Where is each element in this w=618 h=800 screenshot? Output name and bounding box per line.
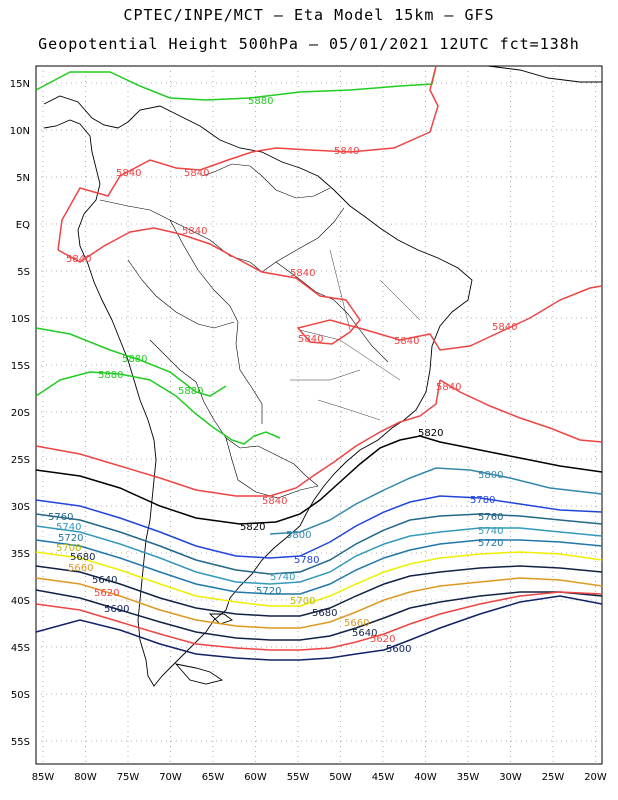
lat-label: 15N	[10, 79, 30, 90]
label-5760-pacific: 5760	[48, 512, 73, 523]
coastline	[43, 65, 602, 687]
height-contours	[35, 65, 603, 661]
contour-5600	[35, 595, 603, 661]
lat-label: 15S	[11, 361, 30, 372]
label-5740-atlantic: 5740	[478, 526, 503, 537]
lon-label: 30W	[499, 772, 522, 783]
label-5700-argentina: 5700	[290, 596, 315, 607]
label-5620-pacific: 5620	[94, 588, 119, 599]
label-5880-bolivia: 5880	[178, 386, 203, 397]
map-title-line1: CPTEC/INPE/MCT – Eta Model 15km – GFS	[123, 6, 495, 24]
contour-5840-north	[57, 65, 439, 251]
label-5820-east: 5820	[418, 428, 443, 439]
label-5760-atlantic: 5760	[478, 512, 503, 523]
label-5600-atlantic: 5600	[386, 644, 411, 655]
label-5620-atlantic: 5620	[370, 634, 395, 645]
label-5880-chile: 5880	[98, 370, 123, 381]
lat-label: 5S	[17, 267, 30, 278]
state-borders	[290, 249, 421, 421]
label-5840-atlantic-north: 5840	[492, 322, 517, 333]
contour-5700	[35, 551, 603, 607]
label-5840-atlantic: 5840	[436, 382, 461, 393]
label-5840-caribbean: 5840	[334, 146, 359, 157]
country-borders	[99, 163, 389, 499]
lat-label: 25S	[11, 455, 30, 466]
lat-label: 50S	[11, 690, 30, 701]
label-5600-pacific: 5600	[104, 604, 129, 615]
contour-5840-atlantic	[439, 379, 603, 443]
lon-label: 70W	[159, 772, 182, 783]
label-5740-argentina: 5740	[270, 572, 295, 583]
contour-5680	[35, 565, 603, 617]
contour-5880-bolivia	[35, 371, 281, 445]
label-5840-pacific: 5840	[66, 254, 91, 265]
contour-5760	[35, 513, 603, 575]
label-5660-atlantic: 5660	[344, 618, 369, 629]
lon-label: 20W	[584, 772, 607, 783]
contour-5620	[35, 591, 603, 651]
contour-5660	[35, 577, 603, 629]
contour-5820	[35, 435, 603, 525]
lon-label: 25W	[542, 772, 565, 783]
label-5840-para: 5840	[290, 268, 315, 279]
lat-label: 30S	[11, 502, 30, 513]
contour-5840-south	[35, 379, 441, 497]
lat-label: 45S	[11, 643, 30, 654]
lon-label: 80W	[74, 772, 97, 783]
contour-5800	[269, 467, 603, 535]
lat-label: 5N	[16, 173, 30, 184]
label-5640-atlantic: 5640	[352, 628, 377, 639]
label-5840-amazon: 5840	[182, 226, 207, 237]
map-frame	[35, 65, 603, 765]
contour-5880-west	[35, 327, 227, 397]
longitude-labels: 85W 80W 75W 70W 65W 60W 55W 50W 45W 40W 35W 30W 25W 2…	[32, 772, 607, 783]
label-5880-north: 5880	[248, 96, 273, 107]
contour-5740	[35, 525, 603, 585]
lon-label: 40W	[414, 772, 437, 783]
label-5840-venezuela: 5840	[184, 168, 209, 179]
lon-label: 35W	[457, 772, 480, 783]
contour-5720	[35, 539, 603, 595]
lat-label: 35S	[11, 549, 30, 560]
label-5700-pacific: 5700	[56, 543, 81, 554]
contour-5780	[35, 495, 603, 559]
label-5720-atlantic: 5720	[478, 538, 503, 549]
label-5680-pacific: 5680	[70, 552, 95, 563]
lon-label: 55W	[287, 772, 310, 783]
map-title-line2: Geopotential Height 500hPa – 05/01/2021 …	[38, 35, 580, 53]
label-5660-pacific: 5660	[68, 563, 93, 574]
lon-label: 60W	[244, 772, 267, 783]
lon-label: 50W	[329, 772, 352, 783]
lat-label: EQ	[16, 220, 30, 231]
lon-label: 45W	[372, 772, 395, 783]
label-5640-pacific: 5640	[92, 575, 117, 586]
label-5800-atlantic: 5800	[478, 470, 503, 481]
label-5840-colombia: 5840	[116, 168, 141, 179]
label-5780-atlantic: 5780	[470, 495, 495, 506]
label-5720-pacific: 5720	[58, 533, 83, 544]
lat-label: 10N	[10, 126, 30, 137]
lat-label: 20S	[11, 408, 30, 419]
label-5840-south: 5840	[262, 496, 287, 507]
label-5720-argentina: 5720	[256, 586, 281, 597]
label-5740-pacific: 5740	[56, 522, 81, 533]
contour-5880-north	[35, 65, 437, 101]
contour-5640	[35, 589, 603, 641]
label-5840-goias: 5840	[298, 334, 323, 345]
label-5800-south: 5800	[286, 530, 311, 541]
lon-label: 85W	[32, 772, 55, 783]
lat-label: 10S	[11, 314, 30, 325]
lat-label: 55S	[11, 737, 30, 748]
lon-label: 65W	[202, 772, 225, 783]
lon-label: 75W	[117, 772, 140, 783]
label-5820-south: 5820	[240, 522, 265, 533]
label-5840-bahia: 5840	[394, 336, 419, 347]
label-5880-west: 5880	[122, 354, 147, 365]
lat-label: 40S	[11, 596, 30, 607]
label-5680-atlantic: 5680	[312, 608, 337, 619]
latitude-labels: 15N 10N 5N EQ 5S 10S 15S 20S 25S 30S 35S 40S 45S 50S 5…	[10, 79, 30, 748]
contour-5840-amazon	[57, 227, 603, 351]
label-5780-south: 5780	[294, 555, 319, 566]
